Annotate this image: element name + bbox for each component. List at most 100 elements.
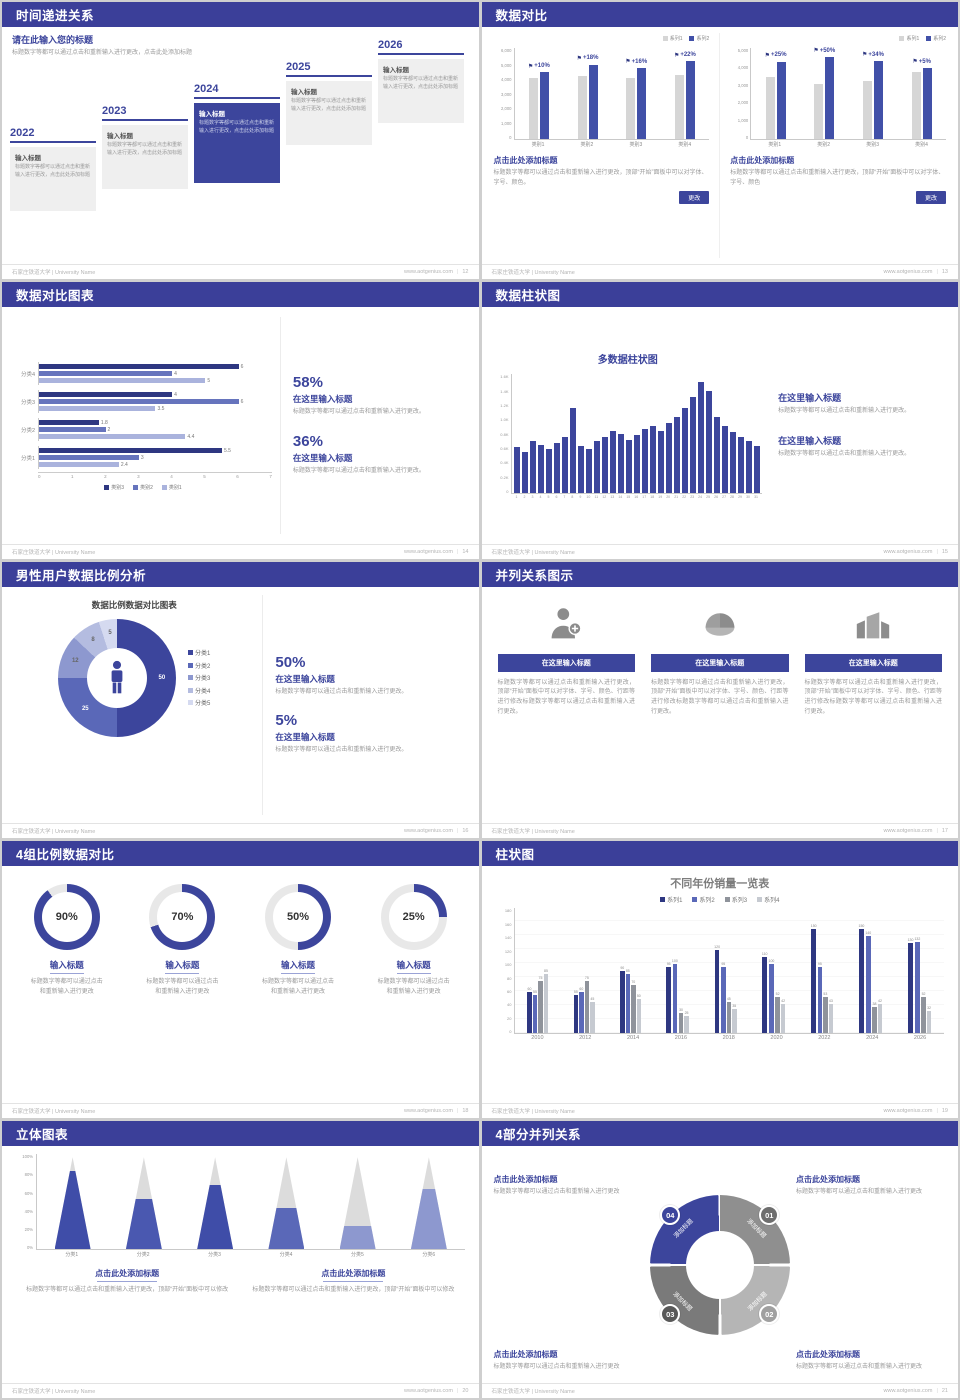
bar-wrap: 42 [780, 908, 786, 1034]
y-tick-label: 5,000 [737, 48, 749, 53]
progress-ring: 25% [380, 884, 447, 951]
footer-site-link[interactable]: www.aotgenius.com [883, 268, 933, 275]
timeline-step: 2024 输入标题 标题数字等都可以通过点击和重新输入进行更改，点击此处添加标题 [194, 83, 280, 183]
section-body: 标题数字等都可以通过点击和重新输入进行更改，顶部“开始”面板中可以对字体、字号、… [730, 170, 945, 186]
growth-value: +18% [582, 55, 599, 62]
growth-value: +5% [918, 58, 931, 65]
slide-body: 数据比例数据对比图表 50 25 12 8 5 分类1 分类2 分类3 分类4 分类5 50% … [2, 587, 479, 824]
footer-site-link[interactable]: www.aotgenius.com [883, 548, 933, 555]
footer-site-link[interactable]: www.aotgenius.com [404, 828, 453, 835]
slide-18-ratio-compare[interactable]: 4组比例数据对比 90% 输入标题 标题数字等都可以通过点击和重新输入进行更改 … [2, 841, 479, 1119]
footer-site-link[interactable]: www.aotgenius.com [883, 1108, 933, 1115]
footer-university-name: 石家庄铁道大学 | University Name [491, 269, 575, 276]
bar-wrap: 52 [775, 908, 780, 1034]
timeline-box-title: 输入标题 [15, 155, 41, 162]
bars: 5.5 3 2.4 [38, 446, 272, 470]
ring-percent: 25% [402, 911, 425, 924]
slide-12-time-progression[interactable]: 时间递进关系 请在此输入您的标题 标题数字等都可以通过点击和重新输入进行更改，点… [2, 2, 479, 279]
bar-row: 1.8 [39, 419, 272, 426]
ring-body: 标题数字等都可以通过点击和重新输入进行更改 [262, 979, 335, 995]
bars [800, 48, 849, 139]
stat-percent: 5% [275, 711, 298, 729]
segment-value: 25 [81, 706, 89, 713]
footer-page-number: 15 [941, 548, 948, 555]
value-label: 120 [714, 945, 721, 950]
legend-label: 类别1 [168, 484, 182, 491]
bar [39, 371, 173, 377]
slide-14-compare-chart[interactable]: 数据对比图表 分类4 6 4 5 分类3 4 6 3.5 分类2 1.8 2 4.4 分类1 5.5 3 2.… [2, 281, 479, 559]
bar [926, 1011, 932, 1034]
footer-site-link[interactable]: www.aotgenius.com [404, 548, 453, 555]
growth-label: ⚑ +50% [813, 47, 835, 55]
value-label: 6 [240, 398, 244, 405]
bar [617, 433, 624, 494]
slide-17-parallel-relation[interactable]: 并列关系图示 在这里输入标题 标题数字等都可以通过点击和重新输入进行更改，顶部“… [481, 561, 958, 839]
slide-19-grouped-columns[interactable]: 柱状图 不同年份销量一览表 系列1 系列2 系列3 系列4 180 160 140 120 1… [481, 841, 958, 1119]
bar-row: 2.4 [39, 461, 272, 468]
slide-title-bar: 数据对比图表 [2, 281, 479, 307]
bar-row: 6 [39, 363, 272, 370]
footer-site-link[interactable]: www.aotgenius.com [404, 1108, 453, 1115]
bar [625, 974, 631, 1034]
bar-chart-right: 系列1 系列2 5,000 4,000 3,000 2,000 1,000 0 ⚑ +25% ⚑ +5… [730, 35, 946, 148]
medical-person-icon [498, 601, 636, 647]
stats-panel: 58% 在这里输入标题 标题数字等都可以通过点击和重新输入进行更改。 36% 在… [279, 316, 467, 534]
bar-wrap: 32 [926, 908, 932, 1034]
timeline-year: 2026 [378, 39, 464, 55]
x-tick-label: 19 [658, 495, 663, 500]
bar [823, 996, 828, 1034]
slide-title-bar: 数据对比 [481, 2, 958, 27]
footer-site-link[interactable]: www.aotgenius.com [404, 268, 453, 275]
slide-title: 数据柱状图 [495, 288, 561, 303]
bar-group: 分类3 4 6 3.5 [14, 390, 272, 414]
footer-separator: | [456, 268, 459, 275]
footer-page-number: 21 [941, 1387, 948, 1394]
value-label: 110 [761, 952, 768, 957]
bar [674, 75, 684, 139]
value-label: 70 [631, 979, 636, 984]
footer-site-page: www.aotgenius.com | 15 [884, 549, 948, 555]
footer-university-name: 石家庄铁道大学 | University Name [12, 829, 96, 836]
y-tick-label: 5,000 [501, 62, 512, 68]
change-button[interactable]: 更改 [679, 191, 710, 205]
timeline-step: 2022 输入标题 标题数字等都可以通过点击和重新输入进行更改，点击此处添加标题 [10, 127, 96, 211]
bar [527, 991, 532, 1034]
footer-site-page: www.aotgenius.com | 21 [884, 1388, 948, 1394]
cone [54, 1157, 91, 1250]
bar-wrap: 53 [823, 908, 828, 1034]
slide-footer: 石家庄铁道大学 | University Name www.aotgenius.c… [2, 263, 479, 279]
plot-column: 分类1 分类2 分类3 分类4 分类5 分类6 [36, 1154, 465, 1258]
x-tick-label: 7 [563, 495, 566, 500]
value-label: 75 [538, 976, 543, 981]
footer-site-link[interactable]: www.aotgenius.com [883, 1387, 933, 1394]
footer-site-link[interactable]: www.aotgenius.com [404, 1387, 453, 1394]
slide-21-four-part-relation[interactable]: 4部分并列关系 点击此处添加标题 标题数字等都可以通过点击和重新输入进行更改 点… [481, 1121, 958, 1398]
slide-20-cone-chart[interactable]: 立体图表 100% 80% 60% 40% 20% 0% 分类1 分类2 分类3 分类4 分类5 分类… [2, 1121, 479, 1398]
slide-13-data-compare[interactable]: 数据对比 系列1 系列2 6,000 5,000 4,000 3,000 2,000 1,00… [481, 2, 958, 279]
value-label: 4 [174, 370, 177, 377]
y-axis: 5,000 4,000 3,000 2,000 1,000 0 [730, 48, 750, 140]
bar [649, 426, 656, 494]
footer-site-link[interactable]: www.aotgenius.com [883, 828, 933, 835]
y-tick-label: 160 [504, 921, 512, 927]
item-body: 标题数字等都可以通过点击和重新输入进行更改，顶部“开始”面板中可以对字体、字号、… [804, 679, 943, 716]
footer-page-number: 17 [941, 828, 948, 835]
stat-body: 标题数字等都可以通过点击和重新输入进行更改。 [292, 408, 425, 415]
legend-swatch [757, 897, 763, 903]
slide-footer: 石家庄铁道大学 | University Name www.aotgenius.c… [2, 1103, 479, 1118]
bar [641, 429, 648, 494]
bar [39, 399, 239, 405]
text-block: 在这里输入标题 标题数字等都可以通过点击和重新输入进行更改。 [778, 434, 946, 460]
slide-15-column-chart[interactable]: 数据柱状图 多数据柱状图 1.6K 1.4K 1.2K 1.0K 0.8K 0.6K 0.4… [481, 281, 958, 559]
block-heading: 在这里输入标题 [778, 436, 842, 447]
bar-row: 5.5 [39, 447, 272, 454]
change-button[interactable]: 更改 [915, 191, 946, 205]
legend-swatch [662, 36, 668, 41]
legend-label: 分类3 [195, 676, 211, 683]
bar [685, 61, 695, 139]
slide-16-male-ratio[interactable]: 男性用户数据比例分析 数据比例数据对比图表 50 25 12 8 5 分类1 分类2 分类3… [2, 561, 479, 839]
bars: 6 4 5 [38, 362, 272, 386]
x-axis: 分类1 分类2 分类3 分类4 分类5 分类6 [36, 1250, 465, 1258]
bar-wrap: 75 [538, 908, 543, 1034]
cone-wrap [197, 1157, 234, 1250]
